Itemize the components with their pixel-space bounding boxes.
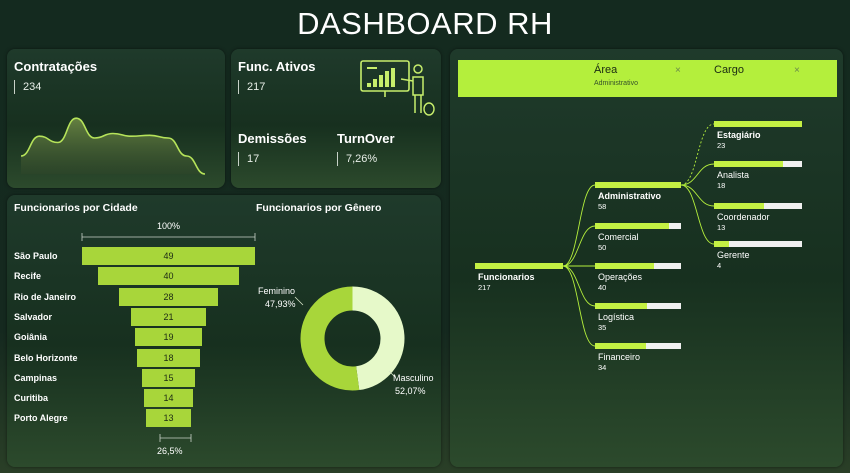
donut-label-masculino: Masculino	[393, 373, 434, 383]
funnel-bar[interactable]: 15	[142, 368, 195, 387]
city-label: Recife	[14, 271, 42, 282]
ativos-label: Func. Ativos	[238, 59, 316, 74]
cidade-chart-title: Funcionarios por Cidade	[14, 202, 138, 214]
node-value: 50	[598, 243, 607, 252]
filter-bar: Área Administrativo × Cargo ×	[458, 60, 837, 97]
donut-value-feminino: 47,93%	[265, 299, 296, 309]
node-bar-fill[interactable]	[595, 182, 681, 188]
funnel-bar[interactable]: 49	[82, 247, 255, 265]
tree-connector	[680, 123, 715, 186]
tree-connector	[562, 225, 596, 267]
filter-area-label: Área	[594, 64, 618, 76]
node-label: Logística	[598, 312, 635, 322]
node-value: 35	[598, 323, 607, 332]
turnover-value: 7,26%	[337, 152, 377, 166]
node-label: Gerente	[717, 250, 750, 260]
tree-connector	[562, 265, 596, 347]
genero-chart-title: Funcionarios por Gênero	[256, 202, 382, 214]
funnel-top-bracket	[81, 233, 256, 442]
contratacoes-card: Contratações 234	[7, 49, 225, 188]
node-value: 58	[598, 202, 607, 211]
node-bar-fill[interactable]	[714, 241, 729, 247]
root-value: 217	[478, 283, 491, 292]
tree-connector	[680, 163, 715, 186]
node-bar-fill[interactable]	[595, 303, 647, 309]
donut-label-feminino: Feminino	[258, 286, 296, 296]
node-bar-fill[interactable]	[595, 343, 646, 349]
city-label: Curitiba	[14, 393, 49, 404]
city-label: Rio de Janeiro	[14, 291, 77, 302]
funnel-bottom-label: 26,5%	[157, 446, 183, 456]
tree-connectors	[562, 123, 715, 347]
node-bar-fill[interactable]	[714, 161, 783, 167]
ativos-card: Func. Ativos 217 Demissões 17 TurnOver 7…	[231, 49, 441, 188]
gender-donut-chart	[294, 286, 405, 391]
city-label: Porto Alegre	[14, 413, 68, 424]
node-value: 4	[717, 261, 722, 270]
donut-slice-masculino[interactable]	[300, 286, 360, 391]
node-label: Operações	[598, 272, 643, 282]
city-label: Belo Horizonte	[14, 352, 78, 363]
node-label: Financeiro	[598, 352, 641, 362]
sparkline-line	[20, 117, 206, 175]
city-label: Salvador	[14, 311, 53, 322]
node-bar-fill[interactable]	[595, 263, 655, 269]
tree-connector	[680, 184, 715, 245]
filter-area-value: Administrativo	[594, 80, 638, 87]
tree-connector	[562, 265, 596, 307]
demissoes-label: Demissões	[238, 131, 307, 146]
donut-leader-line	[294, 296, 304, 306]
node-bar-fill[interactable]	[714, 121, 802, 127]
filter-cargo-label: Cargo	[714, 64, 744, 76]
filter-area[interactable]: Área Administrativo	[594, 64, 638, 87]
contratacoes-label: Contratações	[14, 59, 98, 74]
node-label: Administrativo	[598, 191, 662, 201]
node-bar-fill[interactable]	[595, 223, 669, 229]
node-value: 18	[717, 181, 726, 190]
turnover-label: TurnOver	[337, 131, 395, 146]
root-label: Funcionarios	[478, 272, 535, 282]
city-label: Goiânia	[14, 332, 48, 343]
ativos-value: 217	[238, 80, 265, 94]
funnel-bar[interactable]: 40	[97, 267, 240, 286]
close-icon[interactable]: ×	[794, 65, 800, 76]
decomposition-tree-card: Área Administrativo × Cargo × Funcionari…	[450, 49, 843, 467]
node-value: 34	[598, 363, 607, 372]
node-label: Estagiário	[717, 130, 761, 140]
cidade-genero-card: Funcionarios por Cidade Funcionarios por…	[7, 195, 441, 467]
contratacoes-value: 234	[14, 80, 41, 94]
presenter-with-chart-icon	[360, 60, 435, 116]
filter-cargo[interactable]: Cargo	[714, 64, 744, 76]
tree-connector	[680, 184, 715, 207]
donut-value-masculino: 52,07%	[395, 386, 426, 396]
funnel-bar[interactable]: 13	[145, 409, 192, 428]
node-value: 13	[717, 223, 726, 232]
node-value: 23	[717, 141, 726, 150]
page-title: DASHBOARD RH	[297, 6, 553, 41]
node-bar-track	[714, 241, 802, 247]
node-label: Coordenador	[717, 212, 770, 222]
funnel-top-label: 100%	[157, 221, 181, 231]
node-label: Analista	[717, 170, 750, 180]
contratacoes-sparkline	[20, 117, 206, 175]
demissoes-value: 17	[238, 152, 259, 166]
root-bar	[475, 263, 563, 269]
funnel-bar[interactable]: 14	[143, 389, 194, 408]
city-label: São Paulo	[14, 251, 58, 261]
node-value: 40	[598, 283, 607, 292]
close-icon[interactable]: ×	[675, 65, 681, 76]
funnel-bar[interactable]: 21	[131, 307, 206, 326]
node-label: Comercial	[598, 232, 639, 242]
funnel-bar[interactable]: 19	[134, 328, 203, 347]
donut-slice-feminino[interactable]	[351, 286, 405, 391]
funnel-bar[interactable]: 18	[136, 348, 201, 367]
city-label: Campinas	[14, 372, 58, 383]
tree-connector	[562, 184, 596, 267]
funnel-bar[interactable]: 28	[119, 287, 218, 306]
node-bar-fill[interactable]	[714, 203, 765, 209]
donut-leader-line	[388, 370, 396, 378]
